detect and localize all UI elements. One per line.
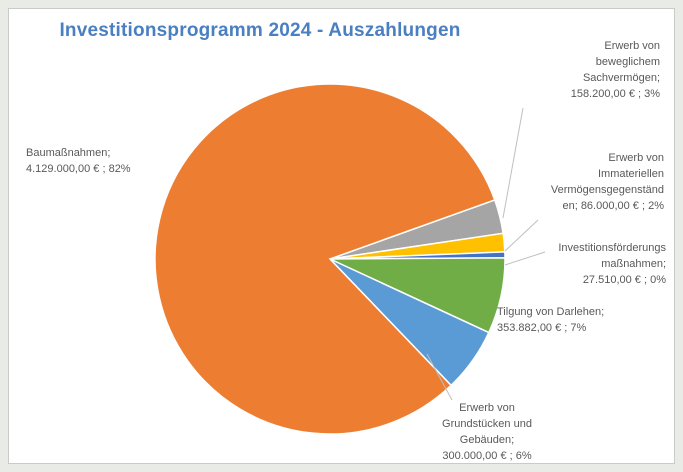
slice-label-3: Tilgung von Darlehen; 353.882,00 € ; 7% <box>497 304 604 336</box>
slice-label-4: Erwerb von Grundstücken und Gebäuden; 300.0… <box>442 400 532 464</box>
slice-label-line: 300.000,00 € ; 6% <box>442 450 532 462</box>
leader-line-0 <box>502 107 524 219</box>
slice-label-0: Erwerb von beweglichem Sachvermögen; 158.20… <box>571 38 660 102</box>
slice-label-line: Erwerb von <box>604 40 660 52</box>
slice-label-line: 158.200,00 € ; 3% <box>570 88 660 100</box>
slice-label-line: 27.510,00 € ; 0% <box>582 274 666 286</box>
slice-label-line: Grundstücken und <box>442 418 532 430</box>
slice-label-line: 353.882,00 € ; 7% <box>497 322 587 334</box>
slice-label-line: Sachvermögen; <box>582 72 660 84</box>
slice-label-line: Vermögensgegenständ <box>550 184 664 196</box>
slice-label-line: Immateriellen <box>597 168 664 180</box>
slice-label-line: Erwerb von <box>459 402 515 414</box>
slice-label-line: 4.129.000,00 € ; 82% <box>26 163 131 175</box>
leader-line-2 <box>504 251 546 266</box>
slice-label-line: Baumaßnahmen; <box>26 147 111 159</box>
slice-label-1: Erwerb von Immateriellen Vermögensgegenstä… <box>551 150 664 214</box>
leader-line-1 <box>504 219 539 252</box>
slice-label-line: Investitionsförderungs <box>558 242 666 254</box>
slice-label-line: Tilgung von Darlehen; <box>497 306 605 318</box>
leader-line-4 <box>426 353 453 401</box>
slice-label-5: Baumaßnahmen; 4.129.000,00 € ; 82% <box>26 145 131 177</box>
pie-slice-5 <box>154 83 496 435</box>
slice-label-line: beweglichem <box>595 56 660 68</box>
slice-label-line: en; 86.000,00 € ; 2% <box>562 200 664 212</box>
chart-title: Investitionsprogramm 2024 - Auszahlungen <box>59 20 461 41</box>
slice-label-line: Gebäuden; <box>459 434 515 446</box>
slice-label-line: maßnahmen; <box>601 258 666 270</box>
slice-label-line: Erwerb von <box>608 152 664 164</box>
slice-label-2: Investitionsförderungs maßnahmen; 27.510,0… <box>558 240 666 288</box>
